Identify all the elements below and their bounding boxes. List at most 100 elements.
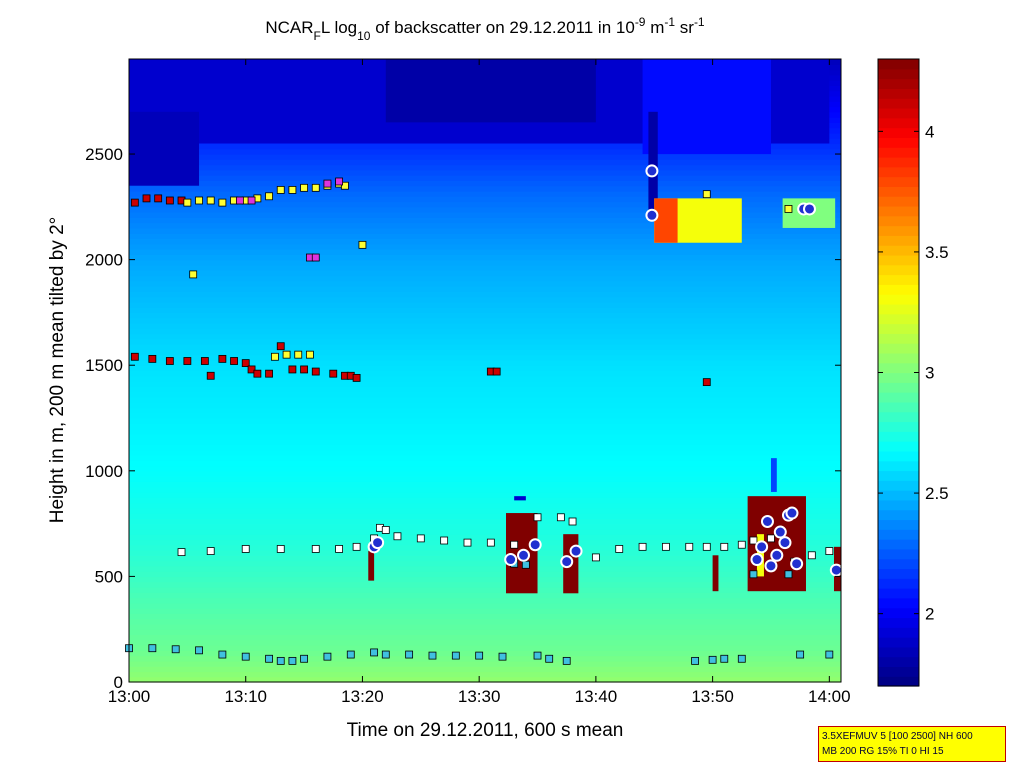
heatmap-band — [129, 143, 841, 150]
marker-square — [206, 547, 215, 555]
x-tick-label: 13:10 — [224, 687, 267, 706]
marker-square — [300, 654, 308, 663]
colorbar-step — [878, 215, 919, 227]
marker-circle — [760, 514, 774, 528]
marker-circle — [829, 563, 843, 577]
heatmap-band — [129, 407, 841, 414]
marker-layer — [125, 164, 843, 665]
heatmap-band — [129, 602, 841, 609]
marker-circle — [371, 536, 385, 550]
marker-square — [311, 367, 320, 376]
marker-square — [311, 545, 320, 553]
marker-square — [300, 365, 308, 374]
heatmap-band — [129, 296, 841, 303]
colorbar-step — [878, 303, 919, 315]
x-axis: 13:00 13:10 13:20 13:30 13:40 13:50 14:00 — [108, 59, 851, 706]
marker-circle — [528, 538, 542, 552]
colorbar-step — [878, 617, 919, 628]
marker-square — [358, 240, 367, 249]
y-axis: 0 500 1000 1500 2000 2500 — [85, 145, 841, 692]
heatmap-band — [129, 227, 841, 234]
heatmap-band — [129, 513, 841, 519]
marker-square — [393, 532, 402, 541]
heatmap-band — [129, 454, 841, 461]
heatmap-band — [129, 444, 841, 451]
heatmap-band — [129, 333, 841, 340]
marker-square — [148, 354, 157, 363]
y-tick-label: 500 — [95, 567, 123, 586]
heatmap-band — [129, 560, 841, 567]
colorbar-step — [878, 450, 919, 462]
heatmap-band — [129, 291, 841, 298]
marker-square — [556, 513, 565, 522]
marker-circle — [569, 544, 583, 558]
colorbar-step — [878, 59, 919, 70]
heatmap-band — [129, 386, 841, 393]
heatmap-band — [129, 148, 841, 155]
marker-square — [189, 270, 198, 279]
heatmap-region — [770, 458, 777, 492]
colorbar-step — [878, 235, 919, 246]
marker-square — [130, 198, 139, 207]
heatmap-band — [129, 634, 841, 641]
marker-square — [591, 553, 600, 562]
marker-square — [475, 651, 484, 660]
colorbar-step — [878, 656, 919, 668]
colorbar — [878, 59, 919, 687]
heatmap-band — [129, 280, 841, 287]
colorbar-step — [878, 352, 919, 364]
colorbar-step — [878, 460, 919, 472]
marker-square — [230, 357, 238, 365]
colorbar-step — [878, 509, 919, 521]
heatmap-region — [385, 59, 596, 123]
heatmap-band — [129, 180, 841, 187]
heatmap-band — [129, 650, 841, 657]
heatmap-band — [129, 449, 841, 456]
colorbar-step — [878, 78, 919, 89]
colorbar-step — [878, 568, 919, 579]
heatmap-band — [129, 666, 841, 673]
marker-circle — [764, 559, 778, 573]
heatmap-band — [129, 639, 841, 646]
marker-square — [708, 655, 717, 664]
heatmap-band — [129, 402, 841, 409]
marker-square — [533, 513, 542, 522]
marker-square — [247, 365, 256, 374]
marker-square — [521, 560, 530, 569]
marker-square — [568, 517, 577, 526]
marker-circle — [645, 164, 659, 178]
marker-square — [784, 205, 793, 213]
marker-square — [195, 646, 203, 655]
colorbar-step — [878, 137, 919, 148]
heatmap-band — [129, 571, 841, 578]
colorbar-step — [878, 176, 919, 187]
marker-square — [720, 542, 729, 551]
heatmap-band — [129, 528, 841, 535]
marker-square — [702, 190, 711, 199]
heatmap-region — [654, 198, 678, 243]
marker-square — [545, 654, 554, 663]
colorbar-step — [878, 411, 919, 423]
marker-square — [200, 357, 209, 365]
marker-square — [335, 177, 343, 186]
heatmap-band — [129, 175, 841, 182]
marker-square — [702, 542, 711, 551]
heatmap-band — [129, 523, 841, 530]
heatmap-band — [129, 328, 841, 335]
chart-title: NCARFL log10 of backscatter on 29.12.201… — [265, 15, 705, 43]
heatmap-band — [129, 354, 841, 361]
colorbar-step — [878, 107, 919, 119]
marker-square — [306, 350, 314, 359]
marker-square — [615, 545, 624, 553]
colorbar-step — [878, 205, 919, 217]
colorbar-step — [878, 666, 919, 677]
heatmap-band — [129, 497, 841, 504]
marker-square — [405, 650, 414, 659]
marker-square — [235, 196, 244, 205]
heatmap-band — [129, 391, 841, 398]
colorbar-step — [878, 421, 919, 432]
colorbar-step — [878, 676, 919, 687]
stamp-line-2: MB 200 RG 15% TI 0 HI 15 — [822, 746, 944, 757]
marker-square — [265, 654, 273, 663]
